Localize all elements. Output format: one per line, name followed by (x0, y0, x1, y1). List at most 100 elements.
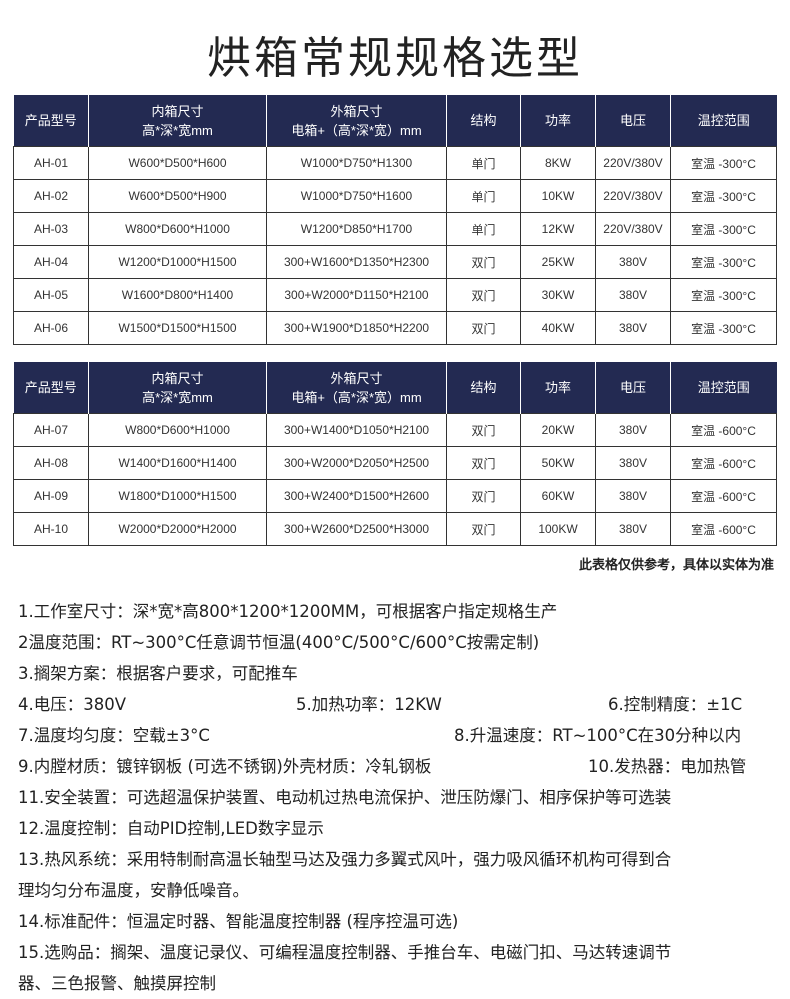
header-inner-size: 内箱尺寸 高*深*宽mm (88, 362, 267, 414)
cell-model: AH-03 (13, 212, 89, 246)
cell-structure: 双门 (446, 311, 521, 345)
cell-temp-range: 室温 -300°C (670, 146, 777, 180)
cell-model: AH-09 (13, 479, 89, 513)
cell-power: 12KW (520, 212, 596, 246)
table-row: AH-02 W600*D500*H900 W1000*D750*H1600 单门 10K… (13, 179, 777, 213)
spec-line: 9.内膛材质：镀锌钢板 (可选不锈钢)外壳材质：冷轧钢板 10.发热器：电加热管 (18, 757, 747, 776)
spec-line: 3.搁架方案：根据客户要求，可配推车 (18, 664, 298, 683)
cell-model: AH-08 (13, 446, 89, 480)
cell-voltage: 380V (595, 311, 671, 345)
page-title: 烘箱常规规格选型 (207, 33, 583, 84)
cell-model: AH-07 (13, 413, 89, 447)
cell-power: 60KW (520, 479, 596, 513)
cell-structure: 双门 (446, 413, 521, 447)
cell-model: AH-10 (13, 512, 89, 546)
cell-inner-size: W800*D600*H1000 (88, 413, 267, 447)
table-row: AH-03 W800*D600*H1000 W1200*D850*H1700 单门 12… (13, 212, 777, 246)
cell-structure: 双门 (446, 512, 521, 546)
cell-power: 30KW (520, 278, 596, 312)
cell-temp-range: 室温 -300°C (670, 179, 777, 213)
cell-inner-size: W600*D500*H600 (88, 146, 267, 180)
cell-power: 100KW (520, 512, 596, 546)
spec-table-2: 产品型号 内箱尺寸 高*深*宽mm 外箱尺寸 电箱+（高*深*宽）mm 结构 功率 … (13, 362, 777, 546)
cell-model: AH-05 (13, 278, 89, 312)
cell-outer-size: 300+W2000*D2050*H2500 (266, 446, 447, 480)
cell-temp-range: 室温 -300°C (670, 245, 777, 279)
header-model: 产品型号 (13, 362, 89, 414)
header-model: 产品型号 (13, 95, 89, 147)
cell-outer-size: 300+W2000*D1150*H2100 (266, 278, 447, 312)
cell-voltage: 380V (595, 446, 671, 480)
cell-outer-size: W1200*D850*H1700 (266, 212, 447, 246)
header-inner-size: 内箱尺寸 高*深*宽mm (88, 95, 267, 147)
spec-line: 11.安全装置：可选超温保护装置、电动机过热电流保护、泄压防爆门、相序保护等可选… (18, 788, 672, 807)
spec-line: 1.工作室尺寸：深*宽*高800*1200*1200MM，可根据客户指定规格生产 (18, 602, 558, 621)
spec-line: 7.温度均匀度：空载±3°C 8.升温速度：RT~100°C在30分种以内 (18, 726, 742, 745)
spec-line: 12.温度控制：自动PID控制,LED数字显示 (18, 819, 324, 838)
spec-line: 14.标准配件：恒温定时器、智能温度控制器 (程序控温可选) (18, 912, 459, 931)
cell-voltage: 380V (595, 479, 671, 513)
disclaimer-note: 此表格仅供参考，具体以实体为准 (578, 558, 774, 573)
table-row: AH-09 W1800*D1000*H1500 300+W2400*D1500*H2… (13, 479, 777, 513)
cell-outer-size: 300+W2400*D1500*H2600 (266, 479, 447, 513)
cell-voltage: 220V/380V (595, 179, 671, 213)
table-row: AH-01 W600*D500*H600 W1000*D750*H1300 单门 8KW… (13, 146, 777, 180)
header-outer-size: 外箱尺寸 电箱+（高*深*宽）mm (266, 95, 447, 147)
cell-voltage: 380V (595, 413, 671, 447)
cell-voltage: 380V (595, 512, 671, 546)
cell-temp-range: 室温 -300°C (670, 311, 777, 345)
cell-structure: 单门 (446, 146, 521, 180)
cell-model: AH-06 (13, 311, 89, 345)
spec-table-1: 产品型号 内箱尺寸 高*深*宽mm 外箱尺寸 电箱+（高*深*宽）mm 结构 功率 … (13, 95, 777, 345)
cell-voltage: 220V/380V (595, 146, 671, 180)
cell-outer-size: 300+W1900*D1850*H2200 (266, 311, 447, 345)
cell-structure: 单门 (446, 212, 521, 246)
spec-line: 器、三色报警、触摸屏控制 (18, 974, 216, 993)
table-row: AH-08 W1400*D1600*H1400 300+W2000*D2050*H2… (13, 446, 777, 480)
table-row: AH-07 W800*D600*H1000 300+W1400*D1050*H210… (13, 413, 777, 447)
cell-inner-size: W1600*D800*H1400 (88, 278, 267, 312)
header-structure: 结构 (446, 362, 521, 414)
table-row: AH-04 W1200*D1000*H1500 300+W1600*D1350*H2… (13, 245, 777, 279)
cell-power: 8KW (520, 146, 596, 180)
cell-power: 25KW (520, 245, 596, 279)
cell-power: 50KW (520, 446, 596, 480)
cell-temp-range: 室温 -300°C (670, 212, 777, 246)
table-row: AH-10 W2000*D2000*H2000 300+W2600*D2500*H3… (13, 512, 777, 546)
cell-inner-size: W600*D500*H900 (88, 179, 267, 213)
table-row: AH-05 W1600*D800*H1400 300+W2000*D1150*H21… (13, 278, 777, 312)
cell-power: 40KW (520, 311, 596, 345)
cell-temp-range: 室温 -600°C (670, 446, 777, 480)
cell-temp-range: 室温 -600°C (670, 479, 777, 513)
cell-structure: 单门 (446, 179, 521, 213)
cell-model: AH-04 (13, 245, 89, 279)
header-power: 功率 (520, 362, 596, 414)
cell-temp-range: 室温 -600°C (670, 512, 777, 546)
cell-inner-size: W1200*D1000*H1500 (88, 245, 267, 279)
cell-structure: 双门 (446, 479, 521, 513)
header-voltage: 电压 (595, 362, 671, 414)
header-temp-range: 温控范围 (670, 95, 777, 147)
cell-temp-range: 室温 -300°C (670, 278, 777, 312)
cell-structure: 双门 (446, 446, 521, 480)
cell-voltage: 220V/380V (595, 212, 671, 246)
table-row: AH-06 W1500*D1500*H1500 300+W1900*D1850*H2… (13, 311, 777, 345)
spec-line: 13.热风系统：采用特制耐高温长轴型马达及强力多翼式风叶，强力吸风循环机构可得到… (18, 850, 672, 869)
cell-outer-size: W1000*D750*H1600 (266, 179, 447, 213)
spec-line: 15.选购品：搁架、温度记录仪、可编程温度控制器、手推台车、电磁门扣、马达转速调… (18, 943, 672, 962)
header-voltage: 电压 (595, 95, 671, 147)
spec-line: 2温度范围：RT~300°C任意调节恒温(400°C/500°C/600°C按需… (18, 633, 540, 652)
cell-power: 20KW (520, 413, 596, 447)
cell-temp-range: 室温 -600°C (670, 413, 777, 447)
cell-voltage: 380V (595, 245, 671, 279)
cell-structure: 双门 (446, 278, 521, 312)
cell-outer-size: 300+W1600*D1350*H2300 (266, 245, 447, 279)
cell-inner-size: W2000*D2000*H2000 (88, 512, 267, 546)
cell-outer-size: 300+W1400*D1050*H2100 (266, 413, 447, 447)
spec-line: 4.电压：380V 5.加热功率：12KW 6.控制精度：±1C (18, 695, 743, 714)
cell-model: AH-02 (13, 179, 89, 213)
cell-power: 10KW (520, 179, 596, 213)
cell-voltage: 380V (595, 278, 671, 312)
spec-list: 1.工作室尺寸：深*宽*高800*1200*1200MM，可根据客户指定规格生产… (18, 596, 783, 999)
spec-line: 理均匀分布温度，安静低噪音。 (18, 881, 249, 900)
